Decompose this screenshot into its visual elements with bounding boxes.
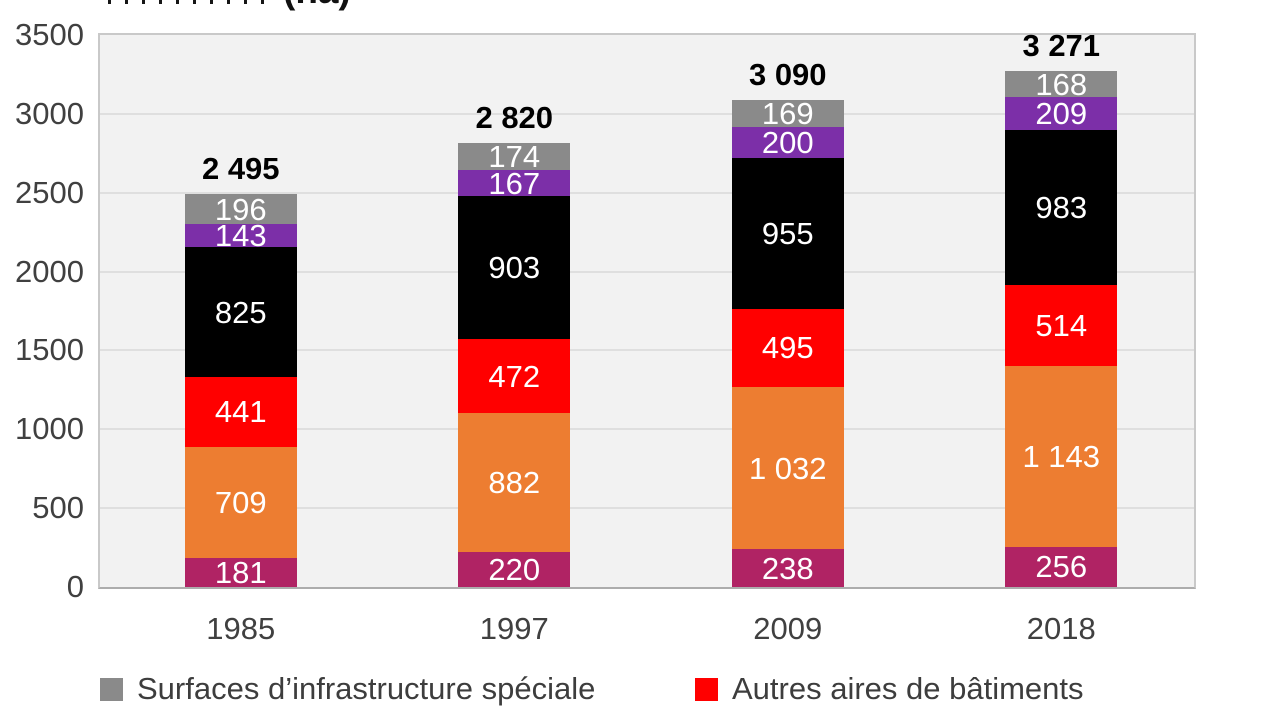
y-tick-label-2500: 2500 bbox=[15, 174, 84, 210]
bar-segment-series-orange: 882 bbox=[458, 413, 571, 553]
bar-segment-series-gray: 168 bbox=[1005, 66, 1118, 102]
legend-label: Autres aires de bâtiments bbox=[732, 671, 1084, 706]
bar-segment-series-orange: 709 bbox=[184, 446, 297, 559]
stacked-bar-1985: 181 709 441 825 143 196 bbox=[184, 191, 297, 591]
bar-segment-series-red: 441 bbox=[184, 377, 297, 447]
bar-segment-series-magenta: 256 bbox=[1005, 546, 1118, 587]
segment-value-label: 903 bbox=[488, 250, 541, 286]
x-tick-label-1985: 1985 bbox=[206, 611, 276, 646]
gridline-2000 bbox=[100, 270, 1194, 273]
x-tick-label-1997: 1997 bbox=[479, 611, 549, 646]
bar-segment-series-red: 514 bbox=[1005, 285, 1118, 367]
bar-segment-series-orange: 1 143 bbox=[1005, 366, 1118, 547]
clipped-title-text-fragments bbox=[108, 0, 278, 4]
stacked-bar-2009: 238 1 032 495 955 200 169 bbox=[731, 95, 844, 587]
bar-segment-series-red: 472 bbox=[458, 338, 571, 414]
bar-segment-series-red: 495 bbox=[731, 308, 844, 387]
plot-area: 181 709 441 825 143 196 2 495 220 882 472 903 167 17… bbox=[98, 30, 1196, 591]
segment-value-label: 169 bbox=[761, 95, 814, 131]
segment-value-label: 514 bbox=[1035, 308, 1088, 344]
segment-value-label: 174 bbox=[488, 138, 541, 174]
x-tick-label-2009: 2009 bbox=[753, 611, 823, 646]
y-tick-label-3000: 3000 bbox=[15, 95, 84, 131]
gridline-1500 bbox=[100, 349, 1194, 352]
y-tick-label-500: 500 bbox=[32, 490, 84, 526]
segment-value-label: 181 bbox=[214, 555, 267, 591]
bar-segment-series-gray: 174 bbox=[458, 138, 571, 174]
bar-total-label: 2 820 bbox=[475, 99, 554, 135]
gridline-3000 bbox=[100, 112, 1194, 115]
y-tick-label-3500: 3500 bbox=[15, 17, 84, 52]
legend-swatch-gray bbox=[100, 677, 123, 701]
legend-label: Surfaces d’infrastructure spéciale bbox=[137, 671, 596, 706]
segment-value-label: 238 bbox=[761, 550, 814, 586]
bar-segment-series-purple: 209 bbox=[1005, 96, 1118, 132]
bar-segment-series-black: 825 bbox=[184, 247, 297, 378]
segment-value-label: 167 bbox=[488, 165, 541, 201]
y-tick-label-1000: 1000 bbox=[15, 411, 84, 447]
bar-segment-series-black: 955 bbox=[731, 158, 844, 309]
bar-segment-series-purple: 200 bbox=[731, 124, 844, 160]
y-tick-label-2000: 2000 bbox=[15, 253, 84, 289]
gridline-2500 bbox=[100, 191, 1194, 194]
y-tick-label-1500: 1500 bbox=[15, 332, 84, 368]
segment-value-label: 200 bbox=[761, 124, 814, 160]
segment-value-label: 495 bbox=[761, 330, 814, 366]
bar-segment-series-purple: 167 bbox=[458, 165, 571, 201]
bar-segment-series-black: 903 bbox=[458, 196, 571, 339]
stacked-bar-1997: 220 882 472 903 167 174 bbox=[458, 138, 571, 588]
segment-value-label: 220 bbox=[488, 552, 541, 588]
segment-value-label: 196 bbox=[214, 191, 267, 227]
gridline-500 bbox=[100, 507, 1194, 510]
segment-value-label: 709 bbox=[214, 485, 267, 521]
bar-segment-series-magenta: 220 bbox=[458, 552, 571, 588]
segment-value-label: 1 032 bbox=[748, 450, 827, 486]
plot-inner: 181 709 441 825 143 196 2 495 220 882 472 903 167 17… bbox=[100, 30, 1194, 591]
bar-segment-series-orange: 1 032 bbox=[731, 386, 844, 550]
segment-value-label: 472 bbox=[488, 358, 541, 394]
segment-value-label: 882 bbox=[488, 465, 541, 501]
segment-value-label: 1 143 bbox=[1022, 439, 1101, 474]
segment-value-label: 168 bbox=[1035, 66, 1088, 102]
stacked-bar-2018: 256 1 143 514 983 209 168 bbox=[1005, 66, 1118, 587]
segment-value-label: 825 bbox=[214, 294, 267, 330]
legend-item-infrastructure-speciale: Surfaces d’infrastructure spéciale bbox=[100, 671, 595, 707]
bar-total-label: 2 495 bbox=[201, 150, 280, 186]
segment-value-label: 983 bbox=[1035, 190, 1088, 226]
segment-value-label: 143 bbox=[214, 218, 267, 254]
bar-segment-series-gray: 196 bbox=[184, 191, 297, 227]
x-tick-label-2018: 2018 bbox=[1026, 611, 1096, 646]
chart-title-clipped: (ha) bbox=[283, 0, 351, 12]
bar-total-label: 3 090 bbox=[748, 56, 827, 92]
bar-segment-series-purple: 143 bbox=[184, 220, 297, 251]
bar-total-label: 3 271 bbox=[1022, 27, 1101, 63]
bar-segment-series-black: 983 bbox=[1005, 130, 1118, 286]
legend-item-autres-aires-batiments: Autres aires de bâtiments bbox=[695, 671, 1084, 707]
segment-value-label: 209 bbox=[1035, 96, 1088, 132]
segment-value-label: 256 bbox=[1035, 549, 1088, 585]
gridline-1000 bbox=[100, 428, 1194, 431]
bar-segment-series-magenta: 181 bbox=[184, 555, 297, 591]
bar-segment-series-gray: 169 bbox=[731, 95, 844, 131]
y-tick-label-0: 0 bbox=[66, 569, 84, 604]
segment-value-label: 955 bbox=[761, 215, 814, 251]
segment-value-label: 441 bbox=[214, 394, 267, 430]
bar-segment-series-magenta: 238 bbox=[731, 549, 844, 587]
legend-swatch-red bbox=[695, 677, 718, 701]
